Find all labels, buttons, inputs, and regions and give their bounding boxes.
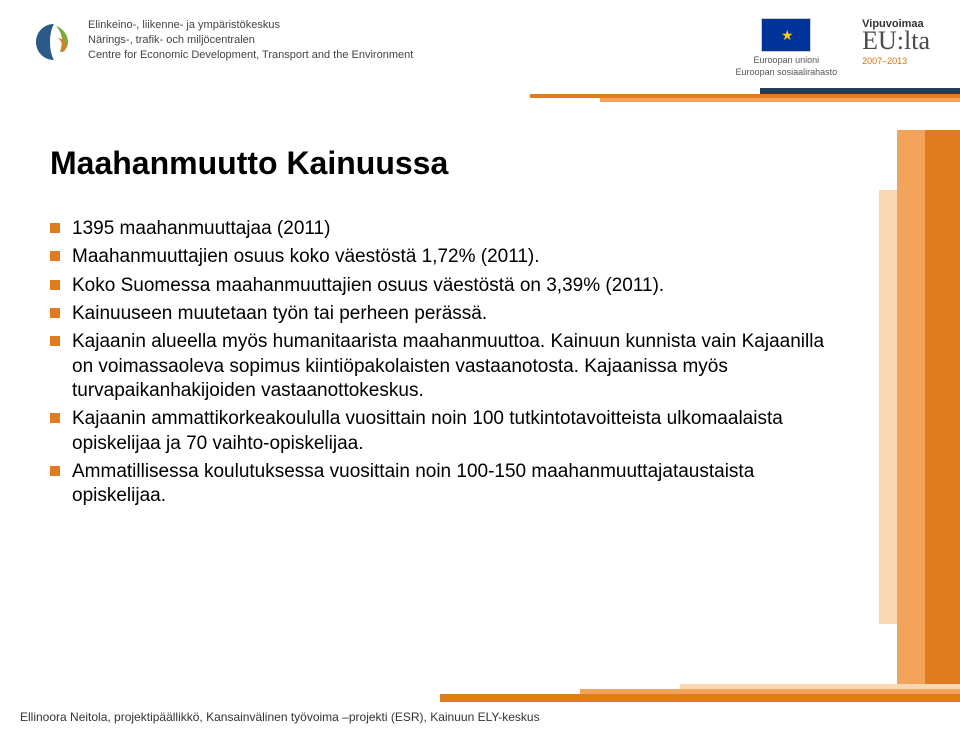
org-name-en: Centre for Economic Development, Transpo… bbox=[88, 48, 413, 63]
decor-right bbox=[870, 130, 960, 684]
eu-flag-icon: ★ bbox=[761, 18, 811, 52]
list-item: 1395 maahanmuuttajaa (2011) bbox=[50, 217, 830, 241]
vipuvoimaa-block: Vipuvoimaa EU:lta 2007–2013 bbox=[862, 18, 930, 66]
org-name-fi: Elinkeino-, liikenne- ja ympäristökeskus bbox=[88, 18, 413, 33]
org-text: Elinkeino-, liikenne- ja ympäristökeskus… bbox=[88, 18, 413, 63]
list-item: Kajaanin ammattikorkeakoululla vuosittai… bbox=[50, 407, 830, 456]
page-title: Maahanmuutto Kainuussa bbox=[50, 145, 830, 182]
list-item: Ammatillisessa koulutuksessa vuosittain … bbox=[50, 460, 830, 509]
header-right: ★ Euroopan unioni Euroopan sosiaalirahas… bbox=[736, 18, 930, 78]
bullet-list: 1395 maahanmuuttajaa (2011) Maahanmuutta… bbox=[50, 217, 830, 508]
header: Elinkeino-, liikenne- ja ympäristökeskus… bbox=[0, 0, 960, 100]
content: Maahanmuutto Kainuussa 1395 maahanmuutta… bbox=[50, 145, 830, 512]
vipu-mid: EU:lta bbox=[862, 28, 930, 54]
vipu-years: 2007–2013 bbox=[862, 56, 930, 66]
eu-text-2: Euroopan sosiaalirahasto bbox=[736, 67, 838, 79]
eu-text-1: Euroopan unioni bbox=[736, 55, 838, 67]
decor-bottom bbox=[440, 680, 960, 702]
list-item: Kajaanin alueella myös humanitaarista ma… bbox=[50, 330, 830, 403]
list-item: Maahanmuuttajien osuus koko väestöstä 1,… bbox=[50, 245, 830, 269]
org-logo-block: Elinkeino-, liikenne- ja ympäristökeskus… bbox=[30, 18, 413, 66]
footer-text: Ellinoora Neitola, projektipäällikkö, Ka… bbox=[20, 710, 540, 724]
list-item: Koko Suomessa maahanmuuttajien osuus väe… bbox=[50, 274, 830, 298]
decor-top bbox=[530, 88, 960, 116]
list-item: Kainuuseen muutetaan työn tai perheen pe… bbox=[50, 302, 830, 326]
org-name-sv: Närings-, trafik- och miljöcentralen bbox=[88, 33, 413, 48]
ely-logo-icon bbox=[30, 18, 78, 66]
eu-block: ★ Euroopan unioni Euroopan sosiaalirahas… bbox=[736, 18, 838, 78]
